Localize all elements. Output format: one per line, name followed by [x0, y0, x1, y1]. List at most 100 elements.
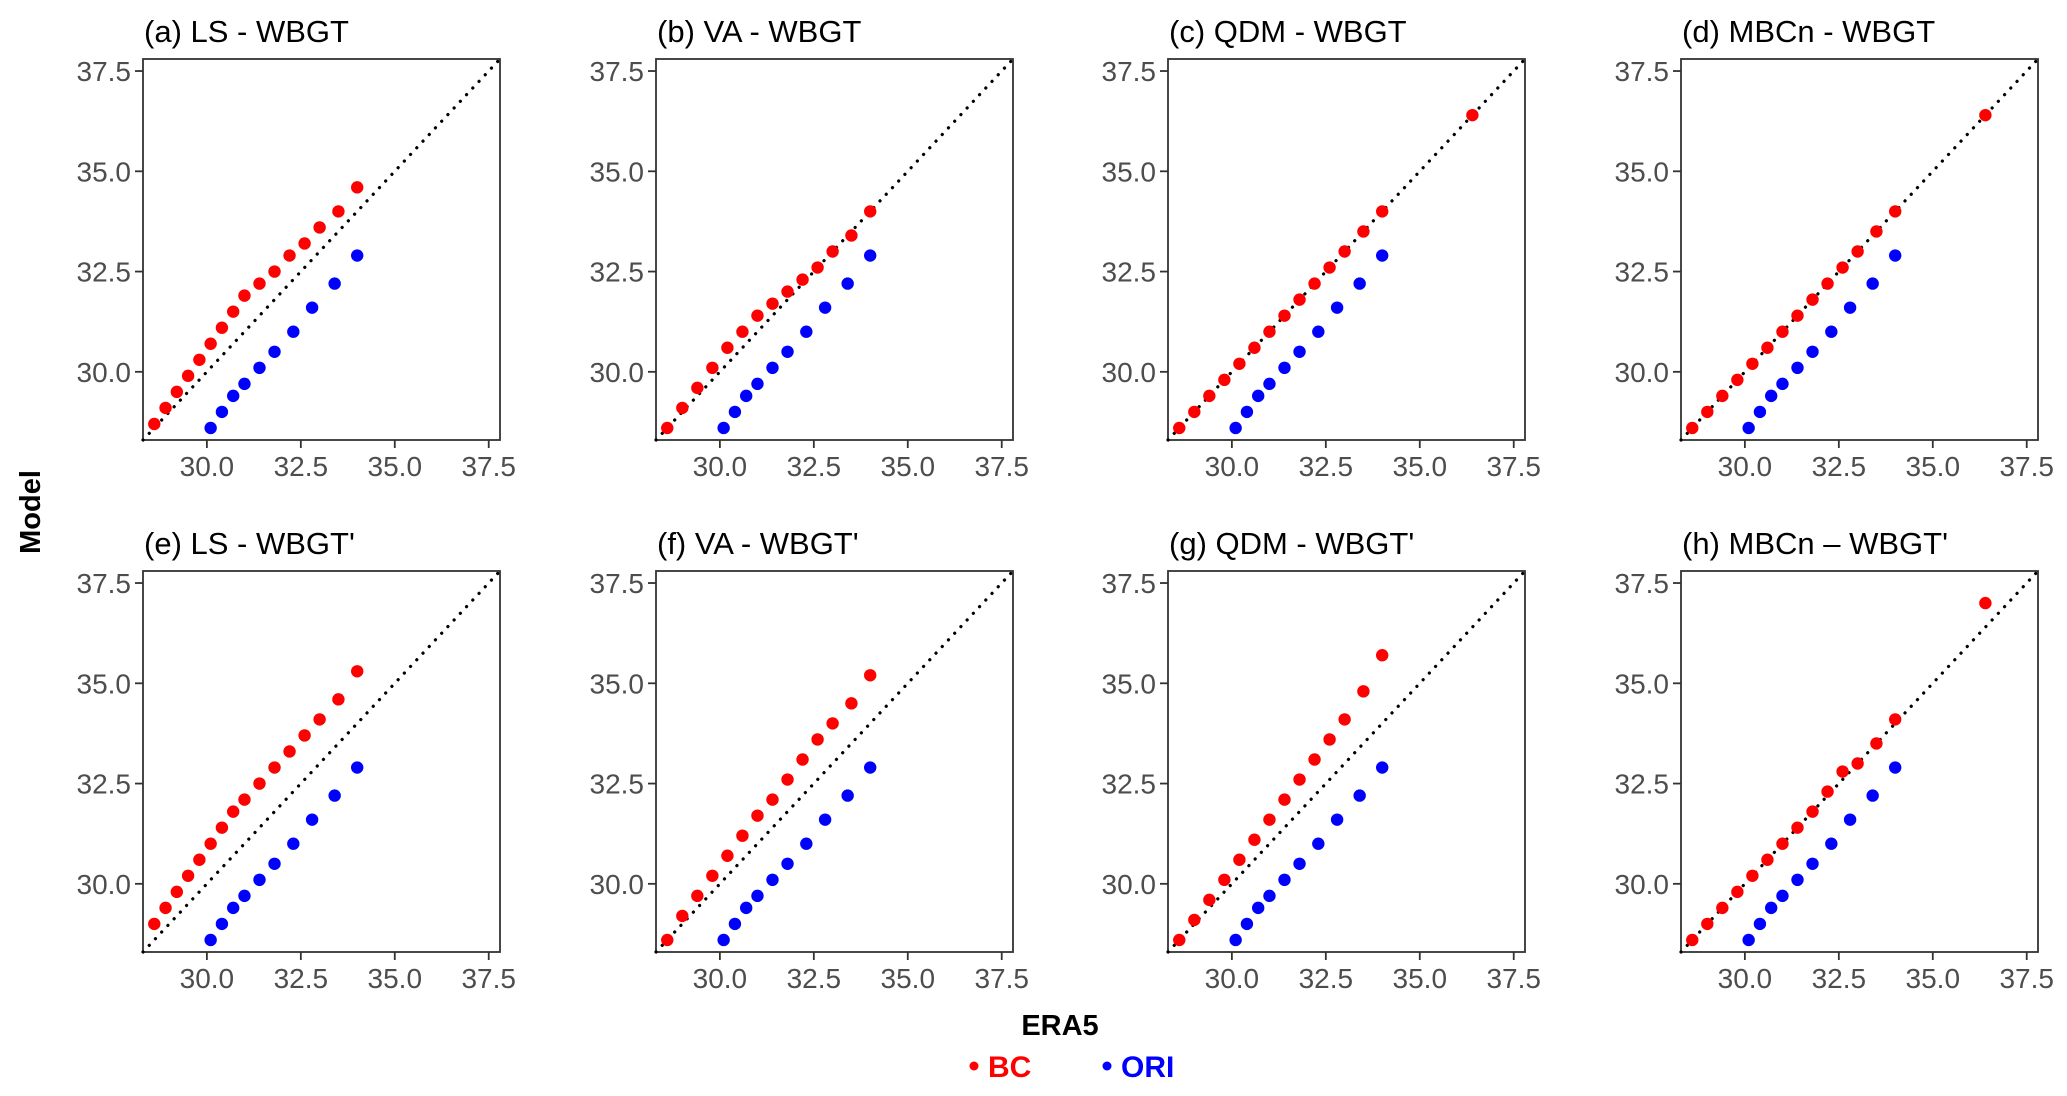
panel-g-point-bc: [1233, 853, 1246, 866]
panel-c-point-ori: [1229, 421, 1242, 435]
panel-f-point-ori: [800, 837, 813, 850]
panel-h-y-tick-label: 35.0: [1615, 668, 1670, 699]
panel-a-point-ori: [204, 421, 217, 435]
panel-d-point-bc: [1836, 261, 1849, 274]
panel-g-point-ori: [1229, 933, 1242, 947]
panel-d-point-bc: [1979, 108, 1992, 122]
panel-f-point-bc: [751, 809, 764, 822]
panel-a-x-tick-label: 37.5: [461, 451, 516, 482]
panel-e-x-tick-label: 30.0: [180, 963, 235, 994]
panel-d-point-bc: [1716, 389, 1729, 403]
panel-a-point-bc: [268, 265, 281, 278]
panel-e-point-bc: [313, 713, 326, 726]
panel-d-y-tick-label: 30.0: [1615, 357, 1670, 388]
panel-g-point-bc: [1308, 753, 1321, 766]
legend-item-bc: BC: [969, 1051, 1031, 1084]
panel-f-point-bc: [766, 793, 779, 806]
panel-h-title: (h) MBCn – WBGT': [1682, 526, 1948, 561]
panel-d-point-bc: [1889, 205, 1902, 218]
panel-c-point-bc: [1203, 389, 1216, 403]
panel-h-point-ori: [1791, 873, 1804, 887]
panel-a-point-bc: [351, 181, 364, 194]
panel-c-x-tick-label: 37.5: [1486, 451, 1541, 482]
panel-e-point-bc: [283, 745, 296, 758]
panel-g-point-bc: [1203, 893, 1216, 907]
panel-e-point-bc: [351, 665, 364, 678]
panel-e-point-ori: [328, 789, 341, 802]
panel-e-point-bc: [148, 917, 161, 931]
panel-a-point-bc: [215, 321, 229, 334]
panel-g-point-ori: [1353, 789, 1366, 802]
panel-d-point-bc: [1701, 405, 1714, 419]
panel-h-point-bc: [1686, 933, 1699, 947]
panel-b-point-bc: [661, 421, 674, 435]
panel-d-point-ori: [1843, 301, 1857, 314]
panel-g-point-ori: [1376, 761, 1389, 774]
panel-c-point-bc: [1173, 421, 1186, 435]
panel-d-point-bc: [1731, 373, 1744, 387]
panel-b-point-bc: [706, 361, 719, 375]
panel-c-point-bc: [1308, 277, 1321, 290]
panel-e-x-tick-label: 35.0: [368, 963, 423, 994]
panel-c-point-bc: [1466, 108, 1479, 122]
panel-h-frame: [1680, 570, 2039, 953]
panel-g-point-ori: [1312, 837, 1325, 850]
panel-g-y-tick-label: 32.5: [1102, 769, 1157, 800]
panel-c-point-bc: [1323, 261, 1336, 274]
panel-e-point-bc: [181, 869, 195, 882]
panel-d-point-bc: [1761, 341, 1774, 354]
panel-a-point-bc: [298, 237, 311, 250]
panel-f-point-bc: [736, 829, 749, 842]
panel-c-title: (c) QDM - WBGT: [1169, 14, 1407, 49]
panel-c-y-tick-label: 32.5: [1102, 257, 1157, 288]
legend-item-ori: ORI: [1102, 1051, 1174, 1084]
panel-a-point-ori: [215, 405, 229, 419]
panel-e-point-bc: [253, 777, 266, 790]
panel-e-point-bc: [332, 693, 345, 706]
panel-a-point-bc: [204, 337, 217, 350]
panel-b-point-ori: [781, 345, 794, 358]
panel-b-point-ori: [751, 377, 764, 391]
panel-g-point-bc: [1278, 793, 1291, 806]
panel-h-point-ori: [1742, 933, 1755, 947]
panel-h-point-ori: [1753, 917, 1767, 931]
panel-b-point-bc: [736, 325, 749, 338]
panel-e-y-tick-label: 37.5: [77, 568, 132, 599]
panel-a-y-tick-label: 30.0: [77, 357, 132, 388]
panel-c-y-tick-label: 35.0: [1102, 156, 1157, 187]
panel-e-x-tick-label: 32.5: [274, 963, 329, 994]
panel-f-point-bc: [811, 733, 824, 746]
panel-c-point-bc: [1188, 405, 1201, 419]
panel-b-x-tick-label: 32.5: [787, 451, 842, 482]
panel-d-x-tick-label: 32.5: [1812, 451, 1867, 482]
panel-h-x-tick-label: 30.0: [1718, 963, 1773, 994]
panel-f-point-bc: [691, 889, 704, 903]
panel-d-point-bc: [1746, 357, 1759, 370]
panel-d-title: (d) MBCn - WBGT: [1682, 14, 1935, 49]
panel-e-point-bc: [170, 885, 184, 899]
panel-g-point-bc: [1293, 773, 1306, 786]
panel-d-point-ori: [1776, 377, 1789, 391]
panel-a-title: (a) LS - WBGT: [144, 14, 349, 49]
panel-b-point-bc: [781, 285, 794, 298]
legend-bc-marker: [969, 1061, 979, 1071]
panel-e-point-ori: [238, 889, 251, 903]
panel-d-point-bc: [1776, 325, 1789, 338]
panel-e-point-bc: [298, 729, 311, 742]
panel-b-point-bc: [826, 245, 839, 258]
panel-h-point-bc: [1870, 737, 1883, 750]
y-axis-label: Model: [15, 470, 47, 554]
panel-f-point-bc: [826, 717, 839, 730]
panel-e-point-ori: [305, 813, 319, 826]
panel-h-point-ori: [1889, 761, 1902, 774]
panel-e-y-tick-label: 35.0: [77, 668, 132, 699]
panel-g-point-bc: [1248, 833, 1261, 846]
panel-e-point-ori: [287, 837, 300, 850]
panel-e-point-bc: [268, 761, 281, 774]
panel-b-point-ori: [841, 277, 854, 290]
panel-c-point-bc: [1293, 293, 1306, 306]
panel-g-y-tick-label: 37.5: [1102, 568, 1157, 599]
panel-d-point-ori: [1742, 421, 1755, 435]
panel-a-point-ori: [328, 277, 341, 290]
panel-h-point-bc: [1746, 869, 1759, 882]
